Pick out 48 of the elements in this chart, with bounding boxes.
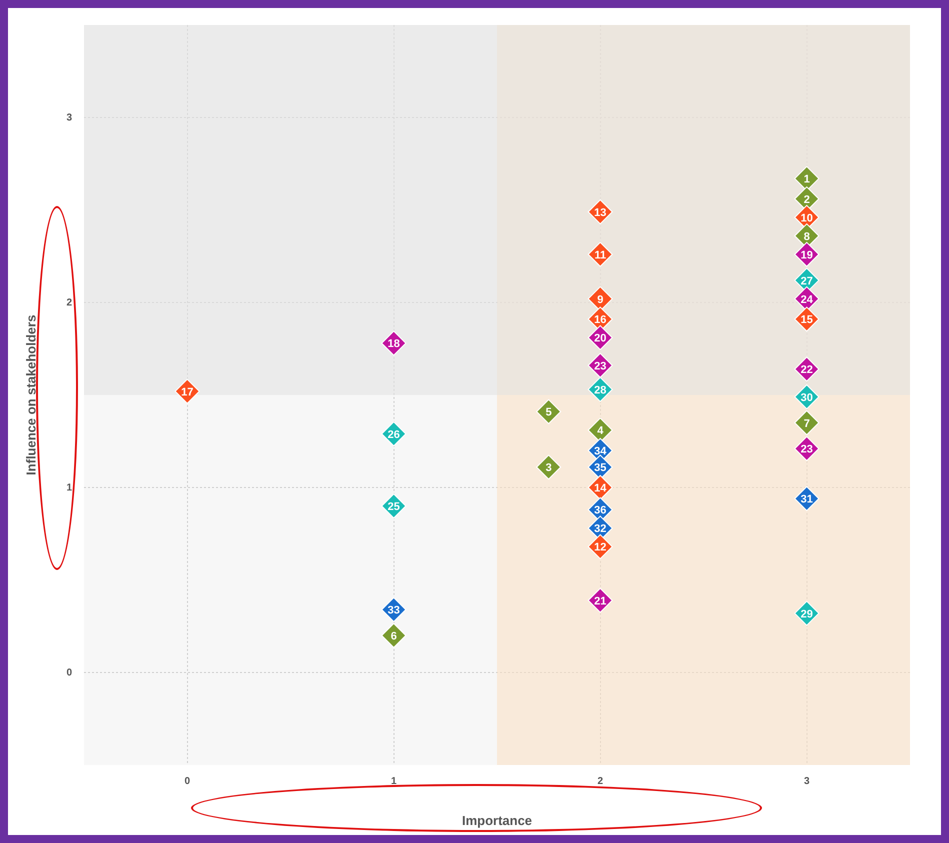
y-tick-label: 1 [66,482,72,494]
x-tick-label: 0 [184,776,190,787]
annotation: 14 [594,482,608,495]
annotation: 16 [594,314,606,326]
annotation: 32 [594,523,606,536]
y-tick-label: 2 [66,297,72,308]
annotation: 2 [804,194,810,206]
y-tick-label: 3 [66,112,72,124]
annotation: 27 [800,275,813,288]
x-tick-label: 1 [390,776,397,787]
annotation: 22 [800,364,813,376]
x-tick-label: 3 [804,776,810,787]
x-axis-title: Importance [462,812,532,828]
annotation: 23 [800,444,813,456]
annotation: 11 [594,249,606,262]
annotation: 1 [804,174,810,186]
annotation: 3 [546,462,552,474]
y-tick-label: 0 [66,667,72,678]
annotation: 33 [388,604,400,617]
annotation: 7 [804,418,810,430]
annotation: 19 [800,249,813,262]
annotation: 17 [181,386,194,398]
annotation: 36 [594,504,606,517]
annotation: 31 [800,494,813,506]
annotation: 35 [594,462,606,474]
annotation: 15 [800,314,813,326]
annotation: 18 [388,338,400,350]
x-tick-label: 2 [597,776,604,787]
annotation: 9 [597,294,604,306]
annotation: 10 [800,212,813,224]
annotation: 8 [804,230,810,243]
annotation: 30 [800,392,813,404]
annotation: 23 [594,360,606,372]
annotation: 4 [597,425,604,438]
annotation: 24 [800,294,814,306]
annotation: 34 [594,446,608,458]
annotation: 28 [594,384,606,396]
annotation: 13 [594,206,606,219]
annotation: 29 [800,608,813,620]
annotation: 20 [594,332,606,345]
annotation: 5 [546,406,552,419]
annotation: 12 [594,542,606,554]
annotation: 6 [390,630,397,643]
annotation: 26 [388,428,400,441]
annotation: 21 [594,595,606,608]
point [794,410,820,436]
y-axis-title: Influence on stakeholders [23,314,38,476]
annotation: 25 [388,501,400,514]
